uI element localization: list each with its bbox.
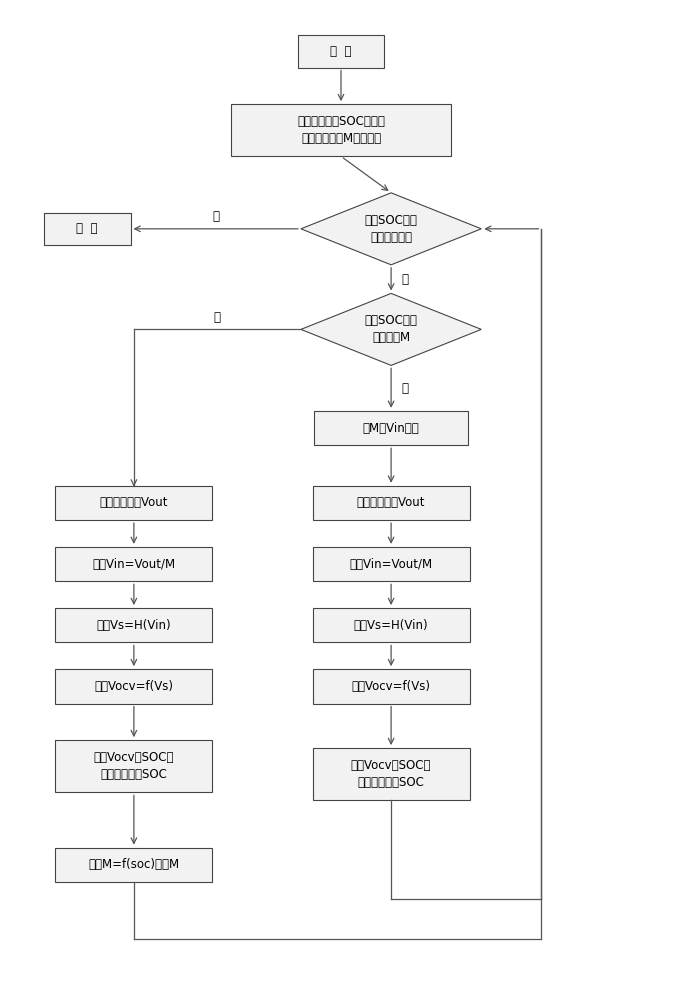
- Text: 开  始: 开 始: [330, 45, 352, 58]
- FancyBboxPatch shape: [55, 669, 212, 704]
- Text: 根据SOC判断
是否结束程序: 根据SOC判断 是否结束程序: [365, 214, 417, 244]
- FancyBboxPatch shape: [312, 486, 470, 520]
- Text: 是: 是: [214, 311, 221, 324]
- Text: 否: 否: [401, 382, 408, 395]
- Text: 获取输出电压Vout: 获取输出电压Vout: [357, 496, 426, 509]
- FancyBboxPatch shape: [55, 608, 212, 642]
- FancyBboxPatch shape: [297, 35, 385, 68]
- Text: 计算Vocv=f(Vs): 计算Vocv=f(Vs): [352, 680, 430, 693]
- FancyBboxPatch shape: [55, 740, 212, 792]
- Text: 根据Vocv与SOC的
关系得到当前SOC: 根据Vocv与SOC的 关系得到当前SOC: [93, 751, 174, 781]
- Text: 计算Vs=H(Vin): 计算Vs=H(Vin): [354, 619, 428, 632]
- Text: 计算Vin=Vout/M: 计算Vin=Vout/M: [92, 558, 175, 571]
- Text: 结  束: 结 束: [76, 222, 98, 235]
- Text: 计算Vocv=f(Vs): 计算Vocv=f(Vs): [94, 680, 173, 693]
- Text: 根据Vocv与SOC的
关系得到当前SOC: 根据Vocv与SOC的 关系得到当前SOC: [351, 759, 431, 789]
- FancyBboxPatch shape: [312, 547, 470, 581]
- FancyBboxPatch shape: [314, 411, 468, 445]
- Text: 计算Vs=H(Vin): 计算Vs=H(Vin): [97, 619, 171, 632]
- FancyBboxPatch shape: [55, 848, 212, 882]
- Text: 根据SOC判断
是否更新M: 根据SOC判断 是否更新M: [365, 314, 417, 344]
- Text: 计算Vin=Vout/M: 计算Vin=Vout/M: [350, 558, 432, 571]
- Polygon shape: [301, 193, 481, 265]
- FancyBboxPatch shape: [55, 486, 212, 520]
- FancyBboxPatch shape: [55, 547, 212, 581]
- Text: 获取剩余电量SOC的初始
值与增益系数M的初始值: 获取剩余电量SOC的初始 值与增益系数M的初始值: [297, 115, 385, 145]
- Polygon shape: [301, 293, 481, 365]
- FancyBboxPatch shape: [44, 213, 130, 245]
- Text: 以M对Vin缩放: 以M对Vin缩放: [363, 422, 419, 435]
- Text: 获取输出电压Vout: 获取输出电压Vout: [100, 496, 168, 509]
- FancyBboxPatch shape: [312, 669, 470, 704]
- FancyBboxPatch shape: [231, 104, 451, 156]
- Text: 根据M=f(soc)更新M: 根据M=f(soc)更新M: [89, 858, 179, 871]
- Text: 否: 否: [401, 273, 408, 286]
- Text: 是: 是: [212, 210, 219, 223]
- FancyBboxPatch shape: [312, 608, 470, 642]
- FancyBboxPatch shape: [312, 748, 470, 800]
